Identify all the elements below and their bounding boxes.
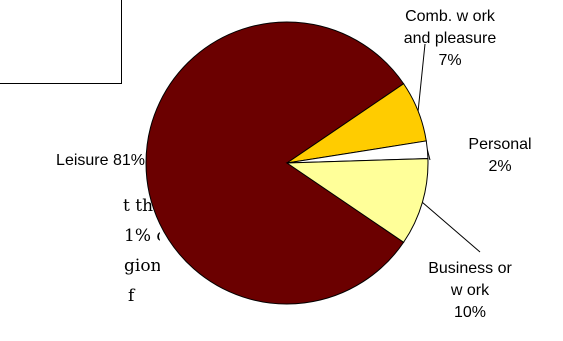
slice-label-comb-work-pleasure: Comb. w ork and pleasure 7% xyxy=(403,8,497,69)
pie-slice-leisure xyxy=(145,21,405,305)
slide-frame-box xyxy=(0,0,122,84)
slice-label-business-work: Business or w ork 10% xyxy=(428,260,512,321)
leader-line-personal xyxy=(426,149,431,161)
leader-line-comb-work-pleasure xyxy=(417,43,426,112)
slice-label-personal: Personal 2% xyxy=(468,136,532,175)
leader-line-business-work xyxy=(422,201,481,253)
body-text-line: 1% of xyxy=(124,226,160,246)
body-text-line: gion xyxy=(124,256,160,276)
body-text-line: f xyxy=(128,286,135,306)
slice-label-leisure: Leisure 81% xyxy=(56,152,145,169)
pie-slice-business-work xyxy=(285,158,429,243)
